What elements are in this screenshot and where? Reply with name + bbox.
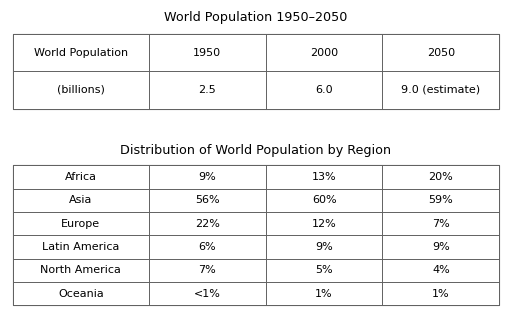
- Bar: [266, 71, 382, 109]
- Text: 7%: 7%: [199, 265, 216, 275]
- Bar: [149, 282, 266, 305]
- Text: 9%: 9%: [199, 172, 216, 182]
- Bar: [13, 282, 149, 305]
- Text: 1%: 1%: [432, 289, 450, 298]
- Text: 9%: 9%: [315, 242, 333, 252]
- Bar: [149, 259, 266, 282]
- Bar: [149, 212, 266, 235]
- Text: 7%: 7%: [432, 219, 450, 228]
- Bar: [382, 259, 499, 282]
- Text: Africa: Africa: [65, 172, 97, 182]
- Text: 13%: 13%: [312, 172, 336, 182]
- Bar: [13, 259, 149, 282]
- Bar: [266, 212, 382, 235]
- Text: Asia: Asia: [69, 195, 93, 205]
- Bar: [149, 165, 266, 189]
- Text: 2.5: 2.5: [199, 85, 216, 95]
- Text: World Population: World Population: [34, 48, 128, 58]
- Text: 2000: 2000: [310, 48, 338, 58]
- Bar: [382, 34, 499, 71]
- Text: 5%: 5%: [315, 265, 333, 275]
- Bar: [382, 189, 499, 212]
- Bar: [266, 34, 382, 71]
- Text: 9%: 9%: [432, 242, 450, 252]
- Text: 2050: 2050: [427, 48, 455, 58]
- Text: <1%: <1%: [194, 289, 221, 298]
- Bar: [382, 212, 499, 235]
- Text: World Population 1950–2050: World Population 1950–2050: [164, 11, 348, 24]
- Bar: [382, 235, 499, 259]
- Bar: [13, 189, 149, 212]
- Bar: [266, 189, 382, 212]
- Bar: [13, 34, 149, 71]
- Text: 12%: 12%: [312, 219, 336, 228]
- Bar: [382, 71, 499, 109]
- Text: 20%: 20%: [429, 172, 453, 182]
- Bar: [149, 189, 266, 212]
- Bar: [149, 34, 266, 71]
- Text: 6.0: 6.0: [315, 85, 333, 95]
- Bar: [149, 235, 266, 259]
- Text: 59%: 59%: [429, 195, 453, 205]
- Text: Oceania: Oceania: [58, 289, 104, 298]
- Bar: [13, 34, 499, 109]
- Text: (billions): (billions): [57, 85, 105, 95]
- Bar: [149, 71, 266, 109]
- Bar: [266, 282, 382, 305]
- Text: 4%: 4%: [432, 265, 450, 275]
- Bar: [382, 165, 499, 189]
- Text: 22%: 22%: [195, 219, 220, 228]
- Text: 1950: 1950: [194, 48, 221, 58]
- Text: 6%: 6%: [199, 242, 216, 252]
- Text: Europe: Europe: [61, 219, 100, 228]
- Bar: [13, 235, 149, 259]
- Bar: [266, 165, 382, 189]
- Text: 1%: 1%: [315, 289, 333, 298]
- Text: 56%: 56%: [195, 195, 220, 205]
- Text: 60%: 60%: [312, 195, 336, 205]
- Bar: [13, 165, 149, 189]
- Text: 9.0 (estimate): 9.0 (estimate): [401, 85, 480, 95]
- Text: Latin America: Latin America: [42, 242, 120, 252]
- Bar: [13, 165, 499, 305]
- Bar: [13, 71, 149, 109]
- Bar: [266, 259, 382, 282]
- Bar: [382, 282, 499, 305]
- Text: Distribution of World Population by Region: Distribution of World Population by Regi…: [120, 144, 392, 157]
- Text: North America: North America: [40, 265, 121, 275]
- Bar: [13, 212, 149, 235]
- Bar: [266, 235, 382, 259]
